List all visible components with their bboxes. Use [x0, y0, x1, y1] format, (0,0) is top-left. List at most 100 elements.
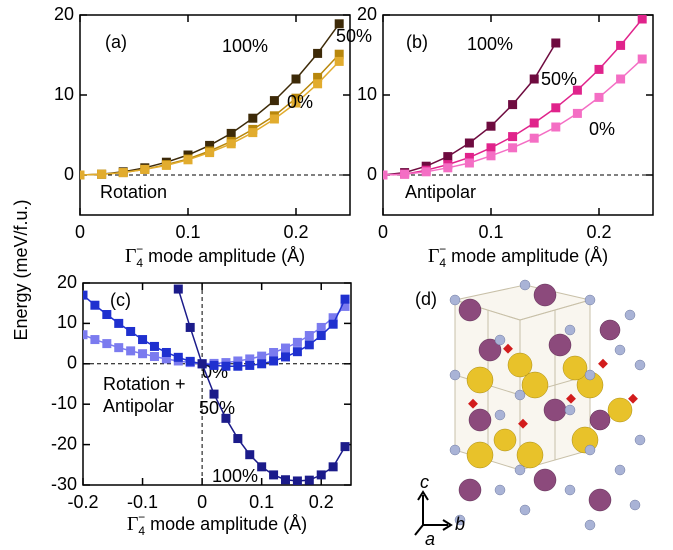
data-point	[293, 338, 302, 347]
data-point	[341, 442, 350, 451]
data-point	[379, 171, 388, 180]
data-point	[551, 123, 560, 132]
y-tick-label: -10	[51, 393, 77, 413]
data-point	[443, 163, 452, 172]
y-tick-label: 20	[54, 4, 74, 24]
data-point	[269, 470, 278, 479]
annotation: Antipolar	[103, 396, 174, 416]
x-label-part: mode amplitude (Å)	[143, 246, 305, 266]
x-tick-label: 0.2	[283, 222, 308, 242]
data-point	[102, 339, 111, 348]
data-point	[140, 165, 149, 174]
data-point	[508, 100, 517, 109]
data-point	[162, 348, 171, 357]
data-point	[184, 155, 193, 164]
data-point	[317, 331, 326, 340]
panel-label: (d)	[415, 289, 437, 309]
data-point	[313, 49, 322, 58]
data-point	[210, 361, 219, 370]
data-point	[233, 362, 242, 371]
x-tick-label: 0.1	[249, 492, 274, 512]
x-tick-label: 0	[197, 492, 207, 512]
data-point	[292, 75, 301, 84]
y-tick-label: -30	[51, 474, 77, 494]
data-point	[174, 353, 183, 362]
series-label: 0%	[589, 119, 615, 139]
y-tick-label: 0	[367, 164, 377, 184]
panel-label: (b)	[406, 32, 428, 52]
figure: Energy (meV/f.u.)	[0, 0, 673, 550]
data-point	[616, 75, 625, 84]
data-point	[595, 93, 604, 102]
panel-label: (a)	[105, 32, 127, 52]
x-label-part: −	[138, 510, 145, 524]
data-point	[400, 170, 409, 179]
x-tick-label: -0.2	[67, 492, 98, 512]
data-point	[616, 41, 625, 50]
crystal-structure	[415, 280, 645, 535]
data-point	[257, 352, 266, 361]
x-tick-label: 0.2	[309, 492, 334, 512]
data-point	[305, 340, 314, 349]
annotation: Antipolar	[405, 182, 476, 202]
data-point	[530, 119, 539, 128]
annotation: Rotation	[100, 182, 167, 202]
x-tick-label: 0	[75, 222, 85, 242]
data-point	[210, 390, 219, 399]
x-tick-label: 0.1	[175, 222, 200, 242]
data-point	[508, 132, 517, 141]
data-point	[281, 352, 290, 361]
data-point	[270, 115, 279, 124]
data-point	[257, 462, 266, 471]
data-point	[465, 139, 474, 148]
x-tick-label: 0.1	[478, 222, 503, 242]
x-label-part: −	[439, 242, 446, 256]
data-point	[233, 434, 242, 443]
data-point	[551, 39, 560, 48]
y-axis-label: Energy (meV/f.u.)	[11, 199, 31, 340]
data-point	[317, 470, 326, 479]
series-label: 100%	[467, 34, 513, 54]
x-tick-label: 0.2	[586, 222, 611, 242]
panel: 0102000.10.2Γ4− mode amplitude (Å)(a)Rot…	[54, 4, 372, 270]
data-point	[138, 335, 147, 344]
data-point	[90, 335, 99, 344]
data-point	[150, 342, 159, 351]
x-label-part: mode amplitude (Å)	[446, 246, 608, 266]
y-tick-label: -20	[51, 433, 77, 453]
data-point	[114, 319, 123, 328]
data-point	[245, 450, 254, 459]
x-axis-label: Γ4− mode amplitude (Å)	[127, 510, 307, 538]
data-point	[102, 310, 111, 319]
data-point	[487, 122, 496, 131]
x-label-part: Γ	[127, 513, 139, 535]
y-tick-label: 0	[67, 353, 77, 373]
series-label: 100%	[222, 36, 268, 56]
data-point	[335, 57, 344, 66]
data-point	[281, 475, 290, 484]
data-point	[162, 161, 171, 170]
series-label: 0%	[287, 92, 313, 112]
y-tick-label: 10	[54, 84, 74, 104]
data-point	[227, 129, 236, 138]
data-point	[305, 331, 314, 340]
data-point	[186, 323, 195, 332]
data-point	[119, 168, 128, 177]
data-point	[221, 362, 230, 371]
data-point	[79, 330, 88, 339]
x-label-part: mode amplitude (Å)	[145, 514, 307, 534]
axis-label: a	[425, 529, 435, 549]
data-point	[487, 151, 496, 160]
series-label: 50%	[336, 26, 372, 46]
data-point	[329, 320, 338, 329]
data-point	[114, 343, 123, 352]
series-label: 100%	[212, 466, 258, 486]
series-label: 50%	[541, 69, 577, 89]
data-point	[443, 152, 452, 161]
data-point	[573, 109, 582, 118]
axis-label: c	[420, 472, 429, 492]
data-point	[329, 462, 338, 471]
data-point	[186, 357, 195, 366]
data-point	[245, 361, 254, 370]
data-point	[227, 139, 236, 148]
